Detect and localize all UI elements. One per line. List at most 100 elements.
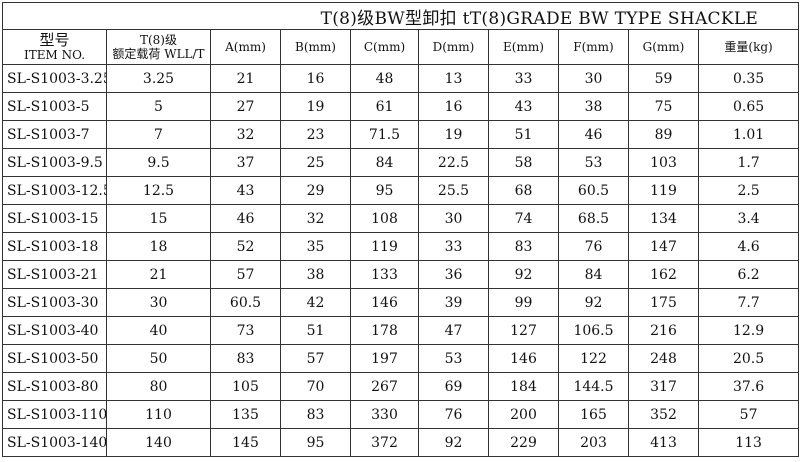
value-cell: 19 <box>418 120 489 149</box>
header-col: D(mm) <box>418 29 489 65</box>
value-cell: 57 <box>280 344 351 373</box>
value-cell: 89 <box>628 120 699 149</box>
table-row: SL-S1003-9.5 9.5 37 25 84 22.5 58 53 103 1.7 <box>2 148 800 177</box>
value-cell: 12.9 <box>697 316 800 345</box>
item-no-cell: SL-S1003-50 <box>2 344 107 373</box>
value-cell: 110 <box>106 400 211 429</box>
header-col: A(mm) <box>210 29 281 65</box>
value-cell: 46 <box>210 204 281 233</box>
value-cell: 57 <box>697 400 800 429</box>
item-no-cell: SL-S1003-21 <box>2 260 107 289</box>
table-row: SL-S1003-18 18 52 35 119 33 83 76 147 4.6 <box>2 232 800 261</box>
item-no-cell: SL-S1003-15 <box>2 204 107 233</box>
value-cell: 200 <box>488 400 559 429</box>
value-cell: 0.35 <box>697 64 800 93</box>
value-cell: 30 <box>558 64 629 93</box>
value-cell: 7.7 <box>697 288 800 317</box>
item-no-cell: SL-S1003-3.25 <box>2 64 107 93</box>
value-cell: 0.65 <box>697 92 800 121</box>
table-row: SL-S1003-50 50 83 57 197 53 146 122 248 20.5 <box>2 344 800 373</box>
value-cell: 140 <box>106 428 211 457</box>
value-cell: 1.7 <box>697 148 800 177</box>
item-no-cell: SL-S1003-30 <box>2 288 107 317</box>
value-cell: 178 <box>350 316 419 345</box>
value-cell: 146 <box>488 344 559 373</box>
value-cell: 1.01 <box>697 120 800 149</box>
value-cell: 38 <box>558 92 629 121</box>
value-cell: 23 <box>280 120 351 149</box>
value-cell: 413 <box>628 428 699 457</box>
value-cell: 6.2 <box>697 260 800 289</box>
value-cell: 33 <box>418 232 489 261</box>
value-cell: 7 <box>106 120 211 149</box>
value-cell: 83 <box>488 232 559 261</box>
item-no-cell: SL-S1003-40 <box>2 316 107 345</box>
header-item-cn: 型号 <box>39 30 70 49</box>
value-cell: 95 <box>280 428 351 457</box>
table-row: SL-S1003-80 80 105 70 267 69 184 144.5 317 37.6 <box>2 372 800 401</box>
value-cell: 51 <box>280 316 351 345</box>
table-row: SL-S1003-110 110 135 83 330 76 200 165 352 57 <box>2 400 800 429</box>
value-cell: 22.5 <box>418 148 489 177</box>
value-cell: 35 <box>280 232 351 261</box>
value-cell: 69 <box>418 372 489 401</box>
value-cell: 60.5 <box>558 176 629 205</box>
value-cell: 3.25 <box>106 64 211 93</box>
item-no-cell: SL-S1003-18 <box>2 232 107 261</box>
value-cell: 105 <box>210 372 281 401</box>
value-cell: 76 <box>418 400 489 429</box>
value-cell: 38 <box>280 260 351 289</box>
value-cell: 16 <box>280 64 351 93</box>
value-cell: 92 <box>488 260 559 289</box>
value-cell: 53 <box>418 344 489 373</box>
value-cell: 165 <box>558 400 629 429</box>
table-row: SL-S1003-21 21 57 38 133 36 92 84 162 6.2 <box>2 260 800 289</box>
value-cell: 133 <box>350 260 419 289</box>
header-col: 重量(kg) <box>697 29 800 65</box>
value-cell: 134 <box>628 204 699 233</box>
value-cell: 71.5 <box>350 120 419 149</box>
value-cell: 80 <box>106 372 211 401</box>
value-cell: 147 <box>628 232 699 261</box>
value-cell: 47 <box>418 316 489 345</box>
value-cell: 119 <box>628 176 699 205</box>
header-wll-top: T(8)级 <box>139 33 177 47</box>
value-cell: 113 <box>697 428 800 457</box>
item-no-cell: SL-S1003-110 <box>2 400 107 429</box>
value-cell: 61 <box>350 92 419 121</box>
value-cell: 4.6 <box>697 232 800 261</box>
value-cell: 144.5 <box>558 372 629 401</box>
value-cell: 352 <box>628 400 699 429</box>
value-cell: 197 <box>350 344 419 373</box>
value-cell: 59 <box>628 64 699 93</box>
value-cell: 83 <box>280 400 351 429</box>
item-no-cell: SL-S1003-7 <box>2 120 107 149</box>
value-cell: 146 <box>350 288 419 317</box>
item-no-cell: SL-S1003-5 <box>2 92 107 121</box>
value-cell: 46 <box>558 120 629 149</box>
value-cell: 135 <box>210 400 281 429</box>
value-cell: 83 <box>210 344 281 373</box>
value-cell: 317 <box>628 372 699 401</box>
value-cell: 32 <box>280 204 351 233</box>
value-cell: 25 <box>280 148 351 177</box>
header-col: C(mm) <box>350 29 419 65</box>
header-item-no: 型号 ITEM NO. <box>2 29 107 65</box>
value-cell: 92 <box>418 428 489 457</box>
value-cell: 37 <box>210 148 281 177</box>
header-wll-bottom: 额定载荷 WLL/T <box>112 47 205 61</box>
value-cell: 184 <box>488 372 559 401</box>
value-cell: 53 <box>558 148 629 177</box>
value-cell: 29 <box>280 176 351 205</box>
value-cell: 145 <box>210 428 281 457</box>
header-wll: T(8)级 额定载荷 WLL/T <box>106 29 211 65</box>
table-row: SL-S1003-140 140 145 95 372 92 229 203 413 113 <box>2 428 800 457</box>
value-cell: 2.5 <box>697 176 800 205</box>
value-cell: 21 <box>106 260 211 289</box>
value-cell: 43 <box>210 176 281 205</box>
value-cell: 43 <box>488 92 559 121</box>
table-row: SL-S1003-12.5 12.5 43 29 95 25.5 68 60.5 119 2.5 <box>2 176 800 205</box>
value-cell: 95 <box>350 176 419 205</box>
value-cell: 25.5 <box>418 176 489 205</box>
